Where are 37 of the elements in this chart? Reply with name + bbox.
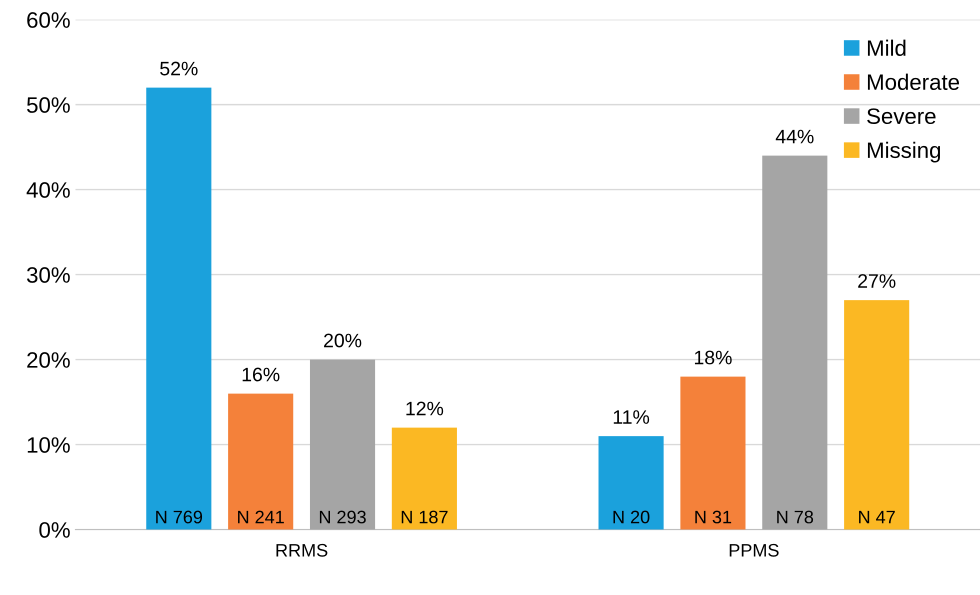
y-tick-label: 40% (26, 182, 70, 198)
data-label: 44% (776, 130, 814, 144)
annotation: N 187 (402, 510, 448, 524)
bar (762, 156, 828, 530)
data-label: 18% (694, 350, 732, 364)
annotation: N 47 (859, 510, 895, 524)
data-label: 27% (858, 274, 896, 288)
y-tick-label: 30% (26, 267, 70, 283)
bar (598, 436, 664, 530)
annotation: N 20 (613, 510, 650, 524)
bar (392, 428, 457, 530)
annotation: N 78 (777, 510, 814, 524)
legend-label: Missing (868, 142, 940, 162)
legend-label: Mild (868, 40, 906, 56)
y-tick-label: 20% (27, 352, 70, 368)
bar (680, 376, 746, 530)
data-label: 20% (324, 334, 362, 348)
bar (146, 88, 212, 530)
x-tick-label: RRMS (276, 544, 328, 557)
annotation: N 769 (156, 510, 202, 524)
annotation: N 31 (695, 510, 732, 524)
bar (228, 394, 294, 530)
bar (844, 300, 910, 530)
annotation: N 241 (238, 510, 284, 524)
bar (310, 360, 376, 530)
y-tick-label: 60% (27, 12, 70, 28)
y-tick-label: 50% (27, 97, 70, 113)
data-label: 52% (160, 62, 198, 76)
x-tick-label: PPMS (730, 544, 779, 557)
y-tick-label: 0% (39, 522, 70, 538)
data-label: 11% (614, 410, 650, 424)
data-label: 16% (242, 368, 280, 382)
legend-label: Moderate (868, 74, 960, 90)
legend-label: Severe (867, 108, 936, 124)
y-tick-label: 10% (28, 437, 70, 453)
annotation: N 293 (320, 510, 366, 524)
data-label: 12% (406, 402, 444, 416)
